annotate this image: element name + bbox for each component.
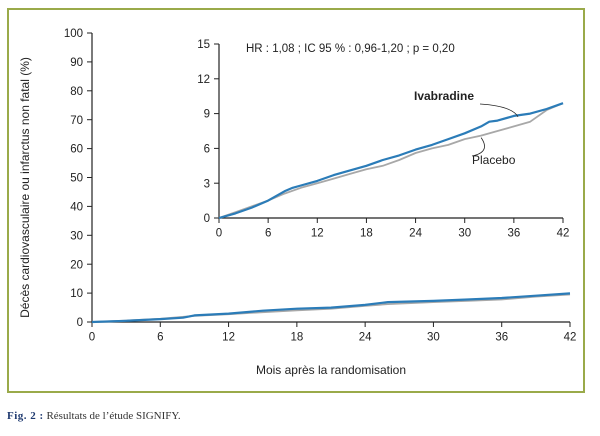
inset-x-tick-label: 24 bbox=[409, 228, 422, 240]
inset-y-tick-label: 6 bbox=[204, 144, 210, 156]
main-x-tick-label: 12 bbox=[222, 332, 235, 344]
inset-y-tick-label: 3 bbox=[204, 178, 210, 190]
main-y-tick-label: 90 bbox=[70, 57, 83, 69]
inset-annotation: HR : 1,08 ; IC 95 % : 0,96-1,20 ; p = 0,… bbox=[246, 43, 455, 55]
main-y-tick-label: 100 bbox=[64, 28, 83, 40]
inset-y-tick-label: 12 bbox=[197, 74, 210, 86]
figure-caption-label: Fig. 2 : bbox=[7, 410, 44, 422]
main-x-tick-label: 30 bbox=[427, 332, 440, 344]
inset-x-tick-label: 36 bbox=[507, 228, 520, 240]
inset-y-tick-label: 9 bbox=[204, 109, 210, 121]
main-y-tick-label: 20 bbox=[70, 259, 83, 271]
main-y-tick-label: 30 bbox=[70, 230, 83, 242]
inset-x-tick-label: 30 bbox=[458, 228, 471, 240]
main-y-tick-label: 40 bbox=[70, 202, 83, 214]
main-x-tick-label: 18 bbox=[290, 332, 303, 344]
main-y-tick-label: 80 bbox=[70, 86, 83, 98]
main-y-tick-label: 0 bbox=[77, 317, 83, 329]
inset-x-tick-label: 6 bbox=[265, 228, 271, 240]
main-x-axis-label: Mois après la randomisation bbox=[256, 363, 406, 377]
inset-y-tick-label: 0 bbox=[204, 213, 210, 225]
main-x-tick-label: 6 bbox=[157, 332, 163, 344]
inset-x-tick-label: 42 bbox=[557, 228, 570, 240]
inset-x-tick-label: 12 bbox=[311, 228, 324, 240]
main-y-tick-label: 70 bbox=[70, 115, 83, 127]
inset-chart-lines bbox=[218, 102, 564, 220]
main-y-axis-label: Décès cardiovasculaire ou infarctus non … bbox=[18, 57, 32, 318]
main-series-ivabradine bbox=[91, 292, 571, 324]
main-chart-lines bbox=[91, 292, 571, 324]
main-x-tick-label: 42 bbox=[564, 332, 577, 344]
inset-y-tick-label: 15 bbox=[197, 39, 210, 51]
figure-frame bbox=[7, 8, 585, 393]
main-x-tick-label: 24 bbox=[359, 332, 372, 344]
inset-series-ivabradine bbox=[218, 102, 564, 220]
inset-x-tick-label: 0 bbox=[216, 228, 222, 240]
inset-x-tick-label: 18 bbox=[360, 228, 373, 240]
legend-label-placebo: Placebo bbox=[472, 153, 516, 167]
figure-caption: Fig. 2 : Résultats de l’étude SIGNIFY. bbox=[7, 410, 181, 422]
legend-pointer-ivabradine bbox=[479, 103, 519, 118]
main-y-tick-label: 50 bbox=[70, 173, 83, 185]
legend-label-ivabradine: Ivabradine bbox=[414, 89, 474, 103]
figure-caption-text: Résultats de l’étude SIGNIFY. bbox=[46, 410, 181, 422]
main-y-tick-label: 10 bbox=[70, 288, 83, 300]
legend-pointer-placebo bbox=[471, 137, 485, 157]
main-x-tick-label: 36 bbox=[495, 332, 508, 344]
main-y-tick-label: 60 bbox=[70, 144, 83, 156]
main-x-tick-label: 0 bbox=[89, 332, 95, 344]
